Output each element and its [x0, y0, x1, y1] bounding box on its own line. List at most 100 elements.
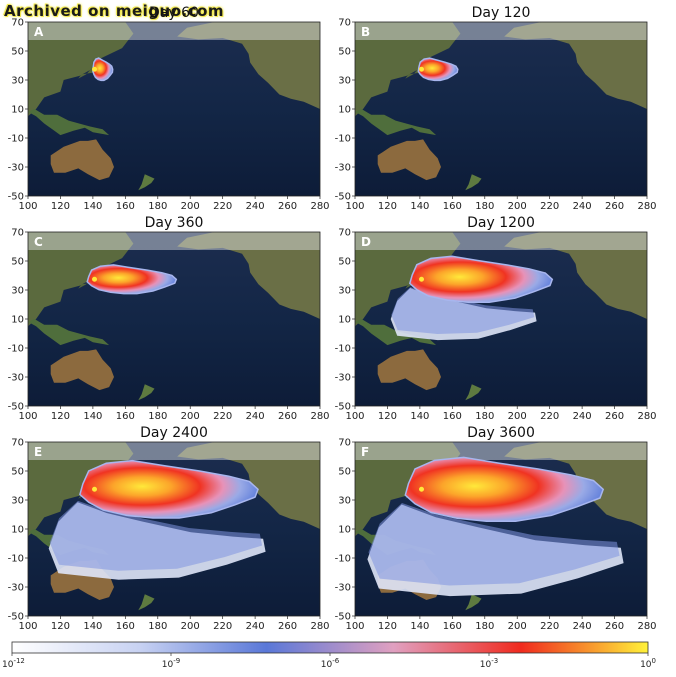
- x-tick-label: 140: [83, 411, 102, 422]
- panel-title: Day 120: [472, 5, 531, 21]
- landmasses: [28, 22, 320, 191]
- x-tick-label: 280: [310, 621, 329, 632]
- panel-f: Day 3600 F 100 120 140 160 180 200 220 240 260 280 7…: [335, 425, 657, 632]
- x-tick-label: 160: [443, 621, 462, 632]
- x-tick-label: 220: [213, 621, 232, 632]
- x-tick-label: 260: [278, 201, 297, 212]
- land-north-america: [504, 442, 647, 529]
- y-tick-label: -50: [335, 192, 351, 203]
- colorbar-tick-label: 10-9: [162, 657, 180, 670]
- watermark-text: Archived on meiguo.com: [4, 2, 225, 20]
- y-tick-label: 10: [338, 525, 351, 536]
- arctic-ice: [28, 442, 320, 460]
- x-tick-label: 180: [475, 201, 494, 212]
- panel-label: A: [34, 25, 44, 39]
- y-tick-label: -10: [335, 134, 351, 145]
- x-tick-label: 140: [410, 411, 429, 422]
- x-tick-label: 180: [148, 201, 167, 212]
- y-tick-label: 10: [338, 315, 351, 326]
- panel-title: Day 360: [145, 215, 204, 231]
- y-tick-label: -10: [8, 134, 24, 145]
- y-tick-label: -30: [8, 373, 24, 384]
- land-new-zealand: [465, 594, 482, 611]
- x-tick-label: 140: [83, 201, 102, 212]
- x-tick-label: 120: [378, 201, 397, 212]
- panel-title: Day 60: [149, 5, 199, 21]
- x-tick-label: 220: [213, 411, 232, 422]
- y-tick-label: 70: [338, 438, 351, 449]
- panels-layer: Day 60 A 100 120 140 160 180 200 220 240 260 280 70 5…: [8, 5, 657, 632]
- x-tick-label: 160: [116, 411, 135, 422]
- x-tick-label: 160: [116, 621, 135, 632]
- y-tick-label: -50: [335, 612, 351, 623]
- y-tick-label: -50: [8, 192, 24, 203]
- land-southeast-asia: [28, 109, 110, 136]
- y-tick-label: 30: [338, 286, 351, 297]
- land-new-zealand: [465, 384, 482, 401]
- y-tick-label: 50: [338, 467, 351, 478]
- x-tick-label: 160: [116, 201, 135, 212]
- x-tick-label: 200: [181, 621, 200, 632]
- land-new-zealand: [138, 594, 155, 611]
- arctic-ice: [355, 442, 647, 460]
- land-southeast-asia: [355, 319, 437, 346]
- x-tick-label: 120: [51, 621, 70, 632]
- source-marker: [92, 66, 98, 72]
- panel-a: Day 60 A 100 120 140 160 180 200 220 240 260 280 70 5…: [8, 5, 330, 212]
- y-tick-label: 50: [338, 257, 351, 268]
- x-tick-label: 200: [181, 411, 200, 422]
- land-southeast-asia: [28, 319, 110, 346]
- x-tick-label: 260: [278, 411, 297, 422]
- source-marker: [419, 66, 425, 72]
- y-tick-label: -50: [8, 612, 24, 623]
- x-tick-label: 140: [83, 621, 102, 632]
- x-tick-label: 240: [573, 621, 592, 632]
- y-tick-label: 10: [11, 105, 24, 116]
- x-tick-label: 120: [51, 201, 70, 212]
- panel-b: Day 120 B 100 120 140 160 180 200 220 240 260 280 70…: [335, 5, 657, 212]
- y-tick-label: -30: [335, 163, 351, 174]
- y-tick-label: 30: [338, 76, 351, 87]
- x-tick-label: 100: [345, 411, 364, 422]
- y-tick-label: 50: [11, 47, 24, 58]
- panel-d: Day 1200 D 100 120 140 160 180 200 220 240 260 280 7…: [335, 215, 657, 422]
- x-tick-label: 220: [213, 201, 232, 212]
- y-tick-label: 10: [11, 315, 24, 326]
- panel-e: Day 2400 E 100 120 140 160 180 200 220 240 260 280 7…: [8, 425, 330, 632]
- y-tick-label: 10: [11, 525, 24, 536]
- x-tick-label: 100: [345, 201, 364, 212]
- source-marker: [92, 486, 98, 492]
- x-tick-label: 280: [637, 411, 656, 422]
- land-asia: [355, 22, 461, 117]
- panel-c: Day 360 C 100 120 140 160 180 200 220 240 260 280 70…: [8, 215, 330, 422]
- x-tick-label: 260: [605, 201, 624, 212]
- y-tick-label: 70: [338, 228, 351, 239]
- plume-high-concentration: [79, 459, 259, 519]
- y-tick-label: 70: [11, 438, 24, 449]
- x-tick-label: 200: [508, 201, 527, 212]
- x-tick-label: 280: [310, 201, 329, 212]
- land-north-america: [504, 22, 647, 109]
- y-tick-label: 10: [338, 105, 351, 116]
- plume-high-concentration: [86, 264, 178, 295]
- plume-high-concentration: [417, 57, 459, 82]
- landmasses: [28, 442, 320, 611]
- x-tick-label: 240: [573, 201, 592, 212]
- y-tick-label: 70: [11, 18, 24, 29]
- panel-title: Day 2400: [140, 425, 208, 441]
- panel-label: C: [34, 235, 43, 249]
- x-tick-label: 200: [181, 201, 200, 212]
- y-tick-label: 70: [338, 18, 351, 29]
- x-tick-label: 120: [51, 411, 70, 422]
- land-australia: [377, 139, 441, 181]
- y-tick-label: 30: [11, 76, 24, 87]
- x-tick-label: 220: [540, 621, 559, 632]
- x-tick-label: 100: [18, 201, 37, 212]
- land-new-zealand: [465, 174, 482, 191]
- x-tick-label: 100: [345, 621, 364, 632]
- source-marker: [92, 276, 98, 282]
- x-tick-label: 200: [508, 411, 527, 422]
- landmasses: [355, 22, 647, 191]
- arctic-ice: [28, 232, 320, 250]
- plume-low-band: [368, 503, 620, 586]
